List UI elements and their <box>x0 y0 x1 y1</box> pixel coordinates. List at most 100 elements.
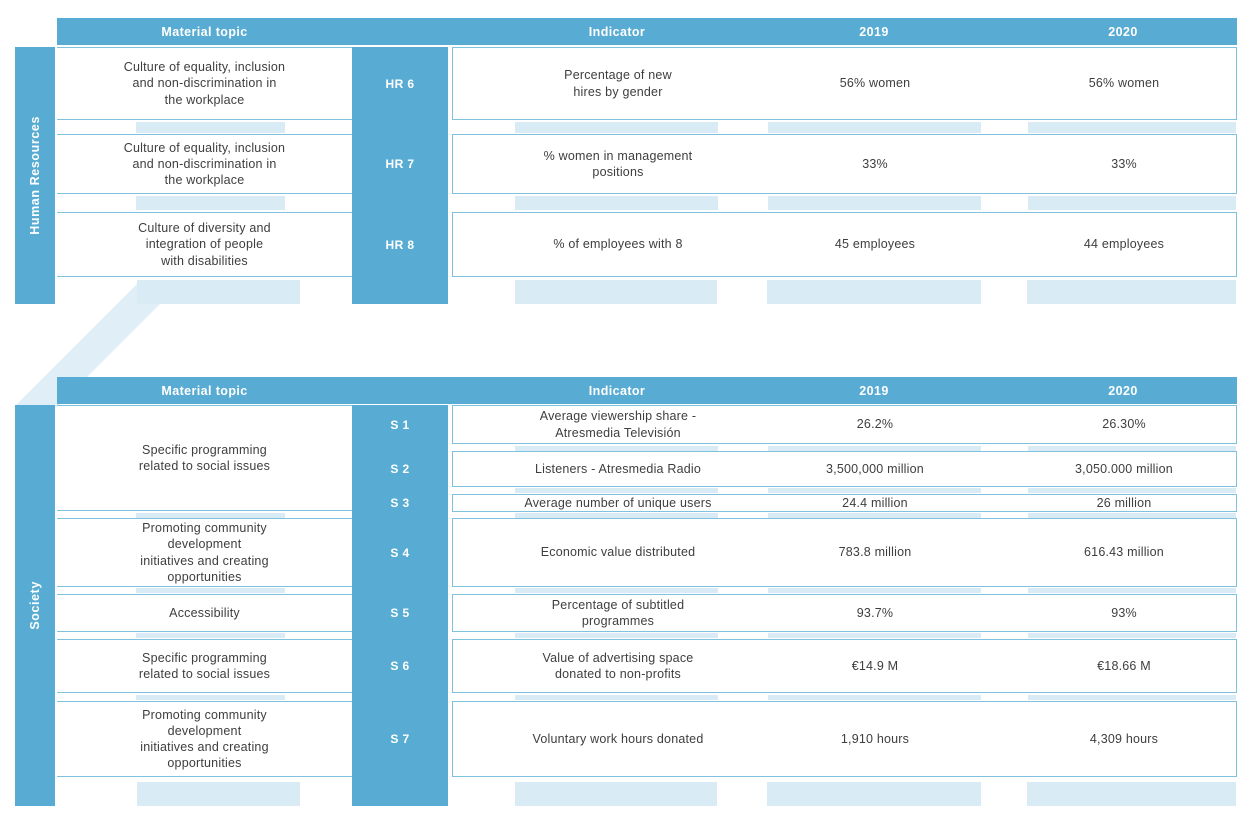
value-2020: 44 employees <box>1083 237 1165 252</box>
value-2019: 56% women <box>839 76 911 91</box>
indicator-cell: % of employees with 8 <box>553 237 683 252</box>
section-bar-human-resources: Human Resources <box>15 47 55 304</box>
strip-segment <box>137 280 300 304</box>
strip-segment <box>768 588 981 593</box>
material-topic-text: Culture of equality, inclusion and non-d… <box>123 140 286 188</box>
indicator-cell: Percentage of new hires by gender <box>564 68 672 99</box>
material-topic-text: Specific programming related to social i… <box>138 650 271 681</box>
material-topic-cell: Culture of diversity and integration of … <box>57 212 352 277</box>
row-code: S 1 <box>390 417 410 432</box>
section-label-human-resources: Human Resources <box>28 116 42 235</box>
value-2019: 3,500,000 million <box>826 461 924 476</box>
row-code: S 7 <box>390 732 410 746</box>
value-2019: €14.9 M <box>851 658 899 673</box>
strip-segment <box>136 695 285 700</box>
value-2020: 93% <box>1111 605 1137 620</box>
strip-segment <box>515 196 718 210</box>
indicator-row: % women in management positions 33% 33% <box>452 134 1237 194</box>
row-code: HR 6 <box>385 76 415 91</box>
strip-segment <box>515 695 718 700</box>
strip-segment <box>1028 695 1236 700</box>
strip-segment <box>768 513 981 518</box>
material-topic-cell: Accessibility <box>57 594 352 632</box>
row-code: S 5 <box>390 606 410 620</box>
value-2019: 93.7% <box>856 605 894 620</box>
strip-segment <box>515 633 718 638</box>
material-topic-text: Culture of diversity and integration of … <box>138 221 271 268</box>
code-column-hr <box>352 47 448 304</box>
table-header-society: Material topic Indicator 2019 2020 <box>57 377 1237 404</box>
column-header-2020: 2020 <box>1108 383 1138 398</box>
strip-segment <box>1028 122 1236 133</box>
indicator-row: Average number of unique users 24.4 mill… <box>452 494 1237 512</box>
value-2020: 26 million <box>1096 495 1152 510</box>
indicator-row: Listeners - Atresmedia Radio 3,500,000 m… <box>452 451 1237 487</box>
row-code: HR 8 <box>385 237 415 252</box>
table-header-hr: Material topic Indicator 2019 2020 <box>57 18 1237 45</box>
indicator-cell: Average viewership share - Atresmedia Te… <box>539 409 697 440</box>
indicator-cell: Average number of unique users <box>524 495 712 510</box>
material-topic-cell: Specific programming related to social i… <box>57 639 352 693</box>
column-header-2020: 2020 <box>1108 24 1138 39</box>
material-topic-text: Promoting community development initiati… <box>140 707 269 771</box>
value-2019: 26.2% <box>856 417 894 432</box>
value-2019: 783.8 million <box>838 545 912 560</box>
column-header-material-topic: Material topic <box>161 383 248 398</box>
indicator-row: Percentage of new hires by gender 56% wo… <box>452 47 1237 120</box>
material-topic-cell: Specific programming related to social i… <box>57 405 352 511</box>
material-topic-text: Accessibility <box>169 605 240 620</box>
indicator-cell: Economic value distributed <box>540 545 696 560</box>
column-header-2019: 2019 <box>859 24 889 39</box>
strip-segment <box>136 196 285 210</box>
strip-segment <box>768 695 981 700</box>
row-code: S 3 <box>390 496 410 510</box>
strip-segment <box>768 122 981 133</box>
material-topic-cell: Promoting community development initiati… <box>57 518 352 587</box>
indicator-cell: Voluntary work hours donated <box>532 731 704 746</box>
value-2020: 26.30% <box>1102 417 1146 432</box>
strip-segment <box>515 122 718 133</box>
indicator-row: Percentage of subtitled programmes 93.7%… <box>452 594 1237 632</box>
strip-segment <box>768 446 981 451</box>
strip-segment <box>768 633 981 638</box>
value-2019: 24.4 million <box>842 495 908 510</box>
strip-segment <box>515 446 718 451</box>
strip-segment <box>136 588 285 593</box>
column-header-indicator: Indicator <box>588 24 646 39</box>
strip-segment <box>1028 446 1236 451</box>
value-2020: 33% <box>1111 156 1137 171</box>
material-topic-text: Specific programming related to social i… <box>138 442 271 473</box>
row-code: HR 7 <box>385 157 415 171</box>
value-2019: 1,910 hours <box>840 731 910 746</box>
column-header-indicator: Indicator <box>588 383 646 398</box>
code-column-society <box>352 405 448 806</box>
strip-segment <box>515 588 718 593</box>
strip-segment <box>137 782 300 806</box>
column-header-2019: 2019 <box>859 383 889 398</box>
value-2019: 33% <box>862 156 888 171</box>
value-2020: 616.43 million <box>1084 545 1164 560</box>
value-2020: 3,050.000 million <box>1075 461 1173 476</box>
strip-segment <box>136 122 285 133</box>
strip-segment <box>1028 196 1236 210</box>
material-topic-text: Culture of equality, inclusion and non-d… <box>123 60 286 107</box>
strip-segment <box>1027 280 1236 304</box>
strip-segment <box>1028 633 1236 638</box>
section-label-society: Society <box>28 581 42 630</box>
indicator-cell: Listeners - Atresmedia Radio <box>534 461 702 476</box>
value-2020: €18.66 M <box>1097 658 1151 673</box>
strip-segment <box>767 280 981 304</box>
row-code: S 2 <box>390 462 410 476</box>
indicator-cell: Percentage of subtitled programmes <box>551 597 685 628</box>
indicator-row: Economic value distributed 783.8 million… <box>452 518 1237 587</box>
indicator-cell: % women in management positions <box>543 148 693 179</box>
strip-segment <box>136 513 285 518</box>
strip-segment <box>1028 588 1236 593</box>
indicator-row: Average viewership share - Atresmedia Te… <box>452 405 1237 444</box>
strip-segment <box>768 488 981 493</box>
strip-segment <box>136 633 285 638</box>
value-2019: 45 employees <box>834 237 916 252</box>
material-topic-text: Promoting community development initiati… <box>140 521 269 584</box>
strip-segment <box>1027 782 1236 806</box>
